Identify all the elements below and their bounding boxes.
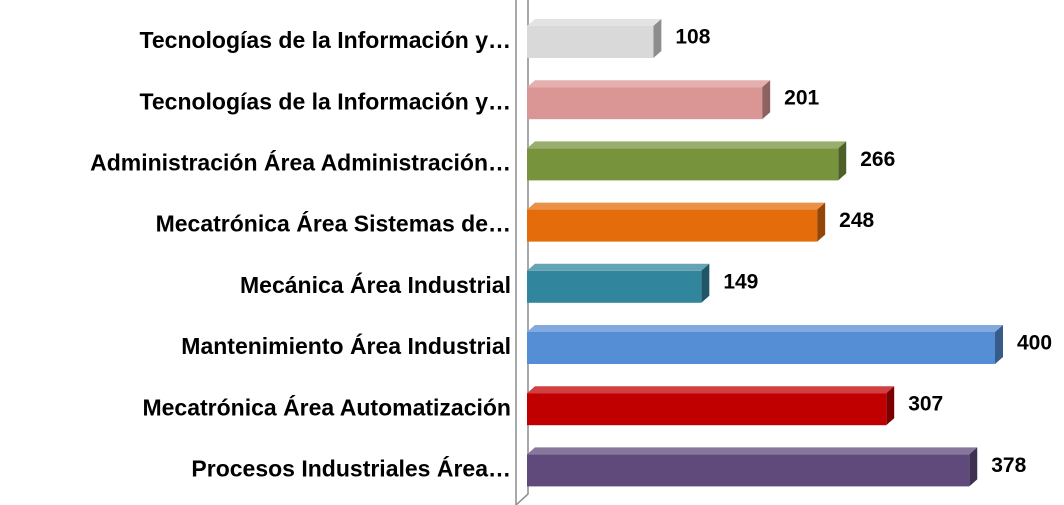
bar-top (527, 19, 662, 26)
value-label: 248 (839, 209, 874, 232)
bar-top (527, 263, 710, 271)
category-label: Tecnologías de la Información y… (140, 27, 511, 53)
bar-side (969, 447, 978, 487)
category-label: Mecatrónica Área Sistemas de… (156, 210, 511, 237)
category-label: Mantenimiento Área Industrial (181, 332, 511, 359)
value-label: 400 (1017, 332, 1052, 355)
bar-side (838, 141, 847, 181)
bar-side (653, 19, 662, 58)
category-label: Mecatrónica Área Automatización (142, 393, 511, 420)
bar-top (527, 447, 978, 455)
bar (527, 332, 995, 364)
category-label: Tecnologías de la Información y… (140, 88, 511, 114)
bar-side (995, 325, 1003, 364)
bar (527, 270, 702, 303)
bar-side (762, 80, 771, 120)
bar (527, 209, 818, 242)
value-label: 266 (860, 148, 895, 171)
bar (527, 454, 970, 487)
category-label: Administración Área Administración… (90, 148, 511, 175)
bar (527, 87, 763, 120)
category-label: Mecánica Área Industrial (240, 271, 511, 298)
value-label: 201 (784, 87, 819, 110)
bar (527, 393, 887, 426)
bar-top (527, 386, 895, 394)
category-label: Procesos Industriales Área… (191, 454, 511, 481)
value-label: 307 (908, 393, 943, 416)
bar (527, 26, 654, 58)
value-label: 149 (723, 270, 758, 293)
bar-top (527, 80, 771, 88)
bar-top (527, 325, 1003, 332)
bar (527, 148, 839, 181)
bar-side (701, 263, 710, 303)
bar-top (527, 141, 847, 149)
bar-side (886, 386, 895, 426)
value-label: 108 (675, 26, 710, 49)
bar-top (527, 202, 826, 210)
bar-side (817, 202, 826, 242)
axis-wall-back (515, 0, 529, 505)
value-label: 378 (991, 454, 1026, 477)
